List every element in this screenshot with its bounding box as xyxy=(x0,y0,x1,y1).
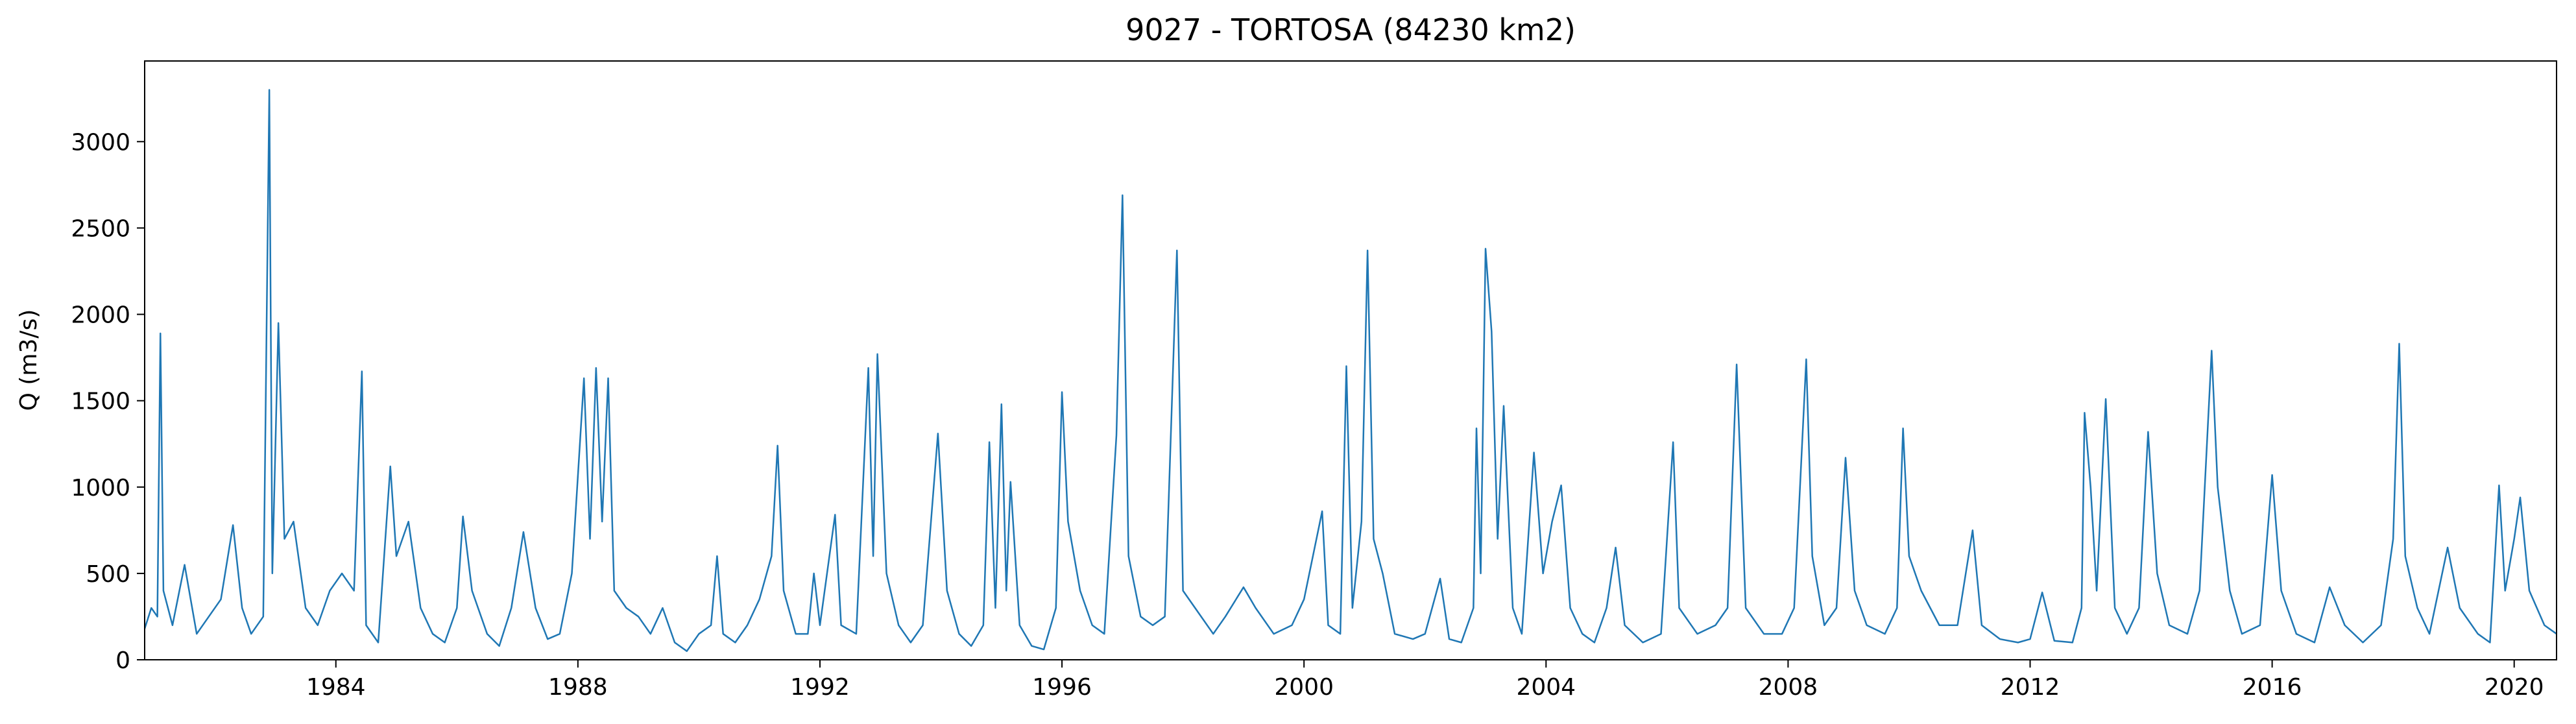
x-tick-label: 2000 xyxy=(1274,674,1334,701)
y-tick-label: 500 xyxy=(86,561,130,588)
x-tick-label: 2016 xyxy=(2243,674,2302,701)
x-tick-label: 1988 xyxy=(548,674,608,701)
x-tick-label: 1996 xyxy=(1032,674,1092,701)
chart-title: 9027 - TORTOSA (84230 km2) xyxy=(1125,12,1576,47)
x-tick-label: 2008 xyxy=(1759,674,1818,701)
series-line xyxy=(145,89,2557,652)
x-tick-label: 2004 xyxy=(1516,674,1576,701)
plot-area xyxy=(145,89,2557,652)
y-tick-label: 2500 xyxy=(71,215,130,242)
y-axis-label: Q (m3/s) xyxy=(16,309,42,411)
y-tick-label: 1000 xyxy=(71,475,130,501)
x-tick-label: 2020 xyxy=(2485,674,2544,701)
x-tick-label: 1992 xyxy=(790,674,850,701)
x-tick-label: 1984 xyxy=(306,674,366,701)
axes-frame xyxy=(144,60,2557,660)
y-tick-label: 0 xyxy=(115,647,130,674)
y-tick-label: 1500 xyxy=(71,389,130,415)
x-tick-label: 2012 xyxy=(2001,674,2060,701)
y-tick-label: 2000 xyxy=(71,302,130,329)
y-tick-label: 3000 xyxy=(71,129,130,156)
